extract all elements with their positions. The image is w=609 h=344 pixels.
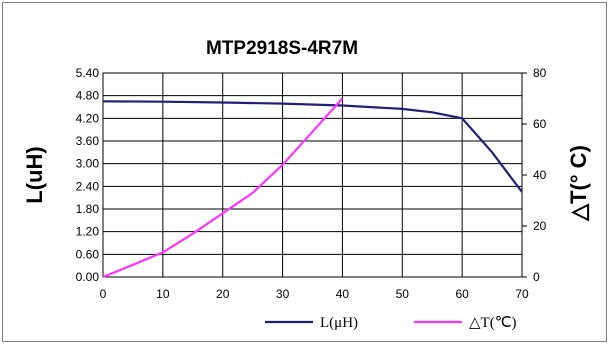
y-axis-left-label: L(uH)	[22, 146, 47, 203]
y-right-tick-label: 40	[533, 168, 547, 182]
y-left-tick-label: 5.40	[76, 66, 100, 80]
y-left-tick-label: 4.80	[76, 89, 100, 103]
x-tick-label: 10	[156, 287, 170, 301]
x-tick-label: 50	[396, 287, 410, 301]
legend-label-0: L(μH)	[320, 315, 358, 331]
series-line-delta-t	[102, 97, 344, 279]
y-left-tick-label: 0.60	[76, 247, 100, 261]
y-right-tick-label: 20	[533, 219, 547, 233]
x-tick-label: 20	[216, 287, 230, 301]
y-axis-right-label: △T(° C)	[566, 145, 591, 222]
y-right-tick-label: 60	[533, 117, 547, 131]
y-left-tick-label: 4.20	[76, 111, 100, 125]
axis-ticks: 0 10 20 30 40 50 60 70 0.00 0.60 1.20 1.80 2.40 3.00 3…	[76, 66, 547, 301]
legend-label-1: △T(℃)	[469, 315, 517, 331]
y-left-tick-label: 0.00	[76, 270, 100, 284]
y-left-tick-label: 3.60	[76, 134, 100, 148]
x-tick-label: 30	[276, 287, 290, 301]
y-left-tick-label: 1.20	[76, 225, 100, 239]
y-right-tick-label: 0	[533, 270, 540, 284]
x-tick-label: 70	[515, 287, 529, 301]
x-tick-label: 60	[455, 287, 469, 301]
y-left-tick-label: 3.00	[76, 157, 100, 171]
legend: L(μH) △T(℃)	[265, 315, 517, 331]
y-left-tick-label: 1.80	[76, 202, 100, 216]
series-lines	[102, 97, 523, 279]
x-tick-label: 0	[100, 287, 107, 301]
y-right-tick-label: 80	[533, 66, 547, 80]
y-left-tick-label: 2.40	[76, 179, 100, 193]
chart-title: MTP2918S-4R7M	[206, 38, 358, 59]
x-tick-label: 40	[336, 287, 350, 301]
series-line-inductance	[102, 100, 523, 193]
